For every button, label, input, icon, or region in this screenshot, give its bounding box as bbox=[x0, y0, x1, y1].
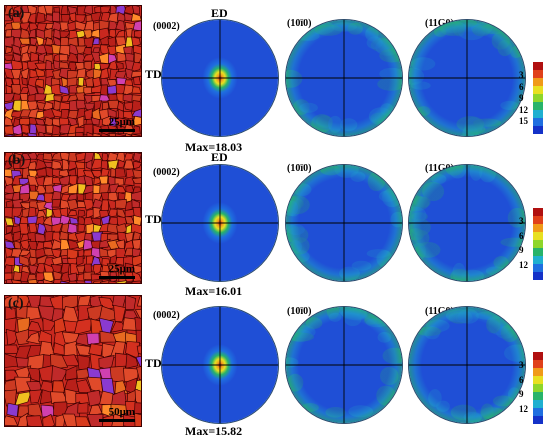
pf-label-11-20-b: (11Ģ0) bbox=[425, 163, 454, 174]
grain-map-b bbox=[5, 153, 141, 283]
pole-figure-10-10-b bbox=[285, 164, 403, 282]
td-label-a: TD bbox=[145, 67, 162, 81]
pf-label-10-10-c: (10ī0) bbox=[287, 306, 312, 317]
pole-figure-11-20-a bbox=[408, 19, 526, 137]
scale-bar-a bbox=[99, 129, 135, 132]
panel-letter-a: (a) bbox=[8, 6, 25, 21]
legend-tick-b-12: 12 bbox=[519, 259, 528, 270]
color-legend-b: 3 6 9 12 bbox=[519, 208, 543, 280]
pf-label-10-10-b: (10ī0) bbox=[287, 163, 312, 174]
pole-figure-11-20-c bbox=[408, 306, 526, 424]
scale-label-c: 50μm bbox=[108, 406, 135, 418]
legend-tick-c-6: 6 bbox=[519, 374, 524, 385]
pole-figure-10-10-c bbox=[285, 306, 403, 424]
legend-tick-b-3: 3 bbox=[519, 216, 524, 226]
td-label-b: TD bbox=[145, 212, 162, 226]
pf-label-11-20-a: (11Ģ0) bbox=[425, 18, 454, 29]
legend-tick-a-6: 6 bbox=[519, 81, 524, 92]
panel-letter-b: (b) bbox=[8, 153, 26, 168]
pf-plot-11-20-b bbox=[409, 165, 525, 281]
max-label-b: Max=16.01 bbox=[185, 284, 243, 298]
scale-label-b: 25μm bbox=[108, 263, 135, 275]
max-label-c: Max=15.82 bbox=[185, 424, 243, 438]
legend-tick-b-9: 9 bbox=[519, 245, 524, 255]
legend-tick-a-3: 3 bbox=[519, 70, 524, 80]
ed-label-a: ED bbox=[211, 6, 228, 20]
ed-label-b: ED bbox=[211, 150, 228, 164]
color-legend-a: 3 6 9 12 15 bbox=[519, 62, 543, 134]
ebsd-map-a: (a) 25μm bbox=[4, 5, 142, 137]
pf-plot-10-10-b bbox=[286, 165, 402, 281]
pf-label-0002-b: (0002) bbox=[153, 167, 180, 178]
pole-figure-0002-a bbox=[161, 19, 279, 137]
pf-plot-10-10-c bbox=[286, 307, 402, 423]
scale-bar-b bbox=[99, 276, 135, 279]
pf-label-0002-c: (0002) bbox=[153, 310, 180, 321]
pole-figure-0002-b bbox=[161, 164, 279, 282]
grain-map-a bbox=[5, 6, 141, 136]
pf-plot-10-10-a bbox=[286, 20, 402, 136]
scale-bar-c bbox=[99, 419, 135, 422]
pf-plot-0002-b bbox=[162, 165, 278, 281]
panel-letter-c: (c) bbox=[8, 296, 24, 311]
pf-label-0002-a: (0002) bbox=[153, 21, 180, 32]
scale-label-a: 25μm bbox=[108, 116, 135, 128]
pf-plot-11-20-a bbox=[409, 20, 525, 136]
pole-figure-10-10-a bbox=[285, 19, 403, 137]
legend-tick-a-15: 15 bbox=[519, 116, 528, 127]
legend-tick-c-3: 3 bbox=[519, 360, 524, 370]
legend-tick-a-9: 9 bbox=[519, 93, 524, 104]
pf-plot-0002-a bbox=[162, 20, 278, 136]
pole-figure-11-20-b bbox=[408, 164, 526, 282]
legend-tick-a-12: 12 bbox=[519, 104, 528, 115]
legend-tick-c-9: 9 bbox=[519, 389, 524, 399]
pf-label-10-10-a: (10ī0) bbox=[287, 18, 312, 29]
color-legend-c: 3 6 9 12 bbox=[519, 352, 543, 424]
pf-plot-11-20-c bbox=[409, 307, 525, 423]
legend-tick-c-12: 12 bbox=[519, 403, 528, 414]
td-label-c: TD bbox=[145, 356, 162, 370]
pf-plot-0002-c bbox=[162, 307, 278, 423]
max-label-a: Max=18.03 bbox=[185, 140, 243, 154]
legend-tick-b-6: 6 bbox=[519, 230, 524, 241]
pole-figure-0002-c bbox=[161, 306, 279, 424]
ebsd-map-c: (c) 50μm bbox=[4, 295, 142, 427]
grain-map-c bbox=[5, 296, 141, 426]
ebsd-map-b: (b) 25μm bbox=[4, 152, 142, 284]
